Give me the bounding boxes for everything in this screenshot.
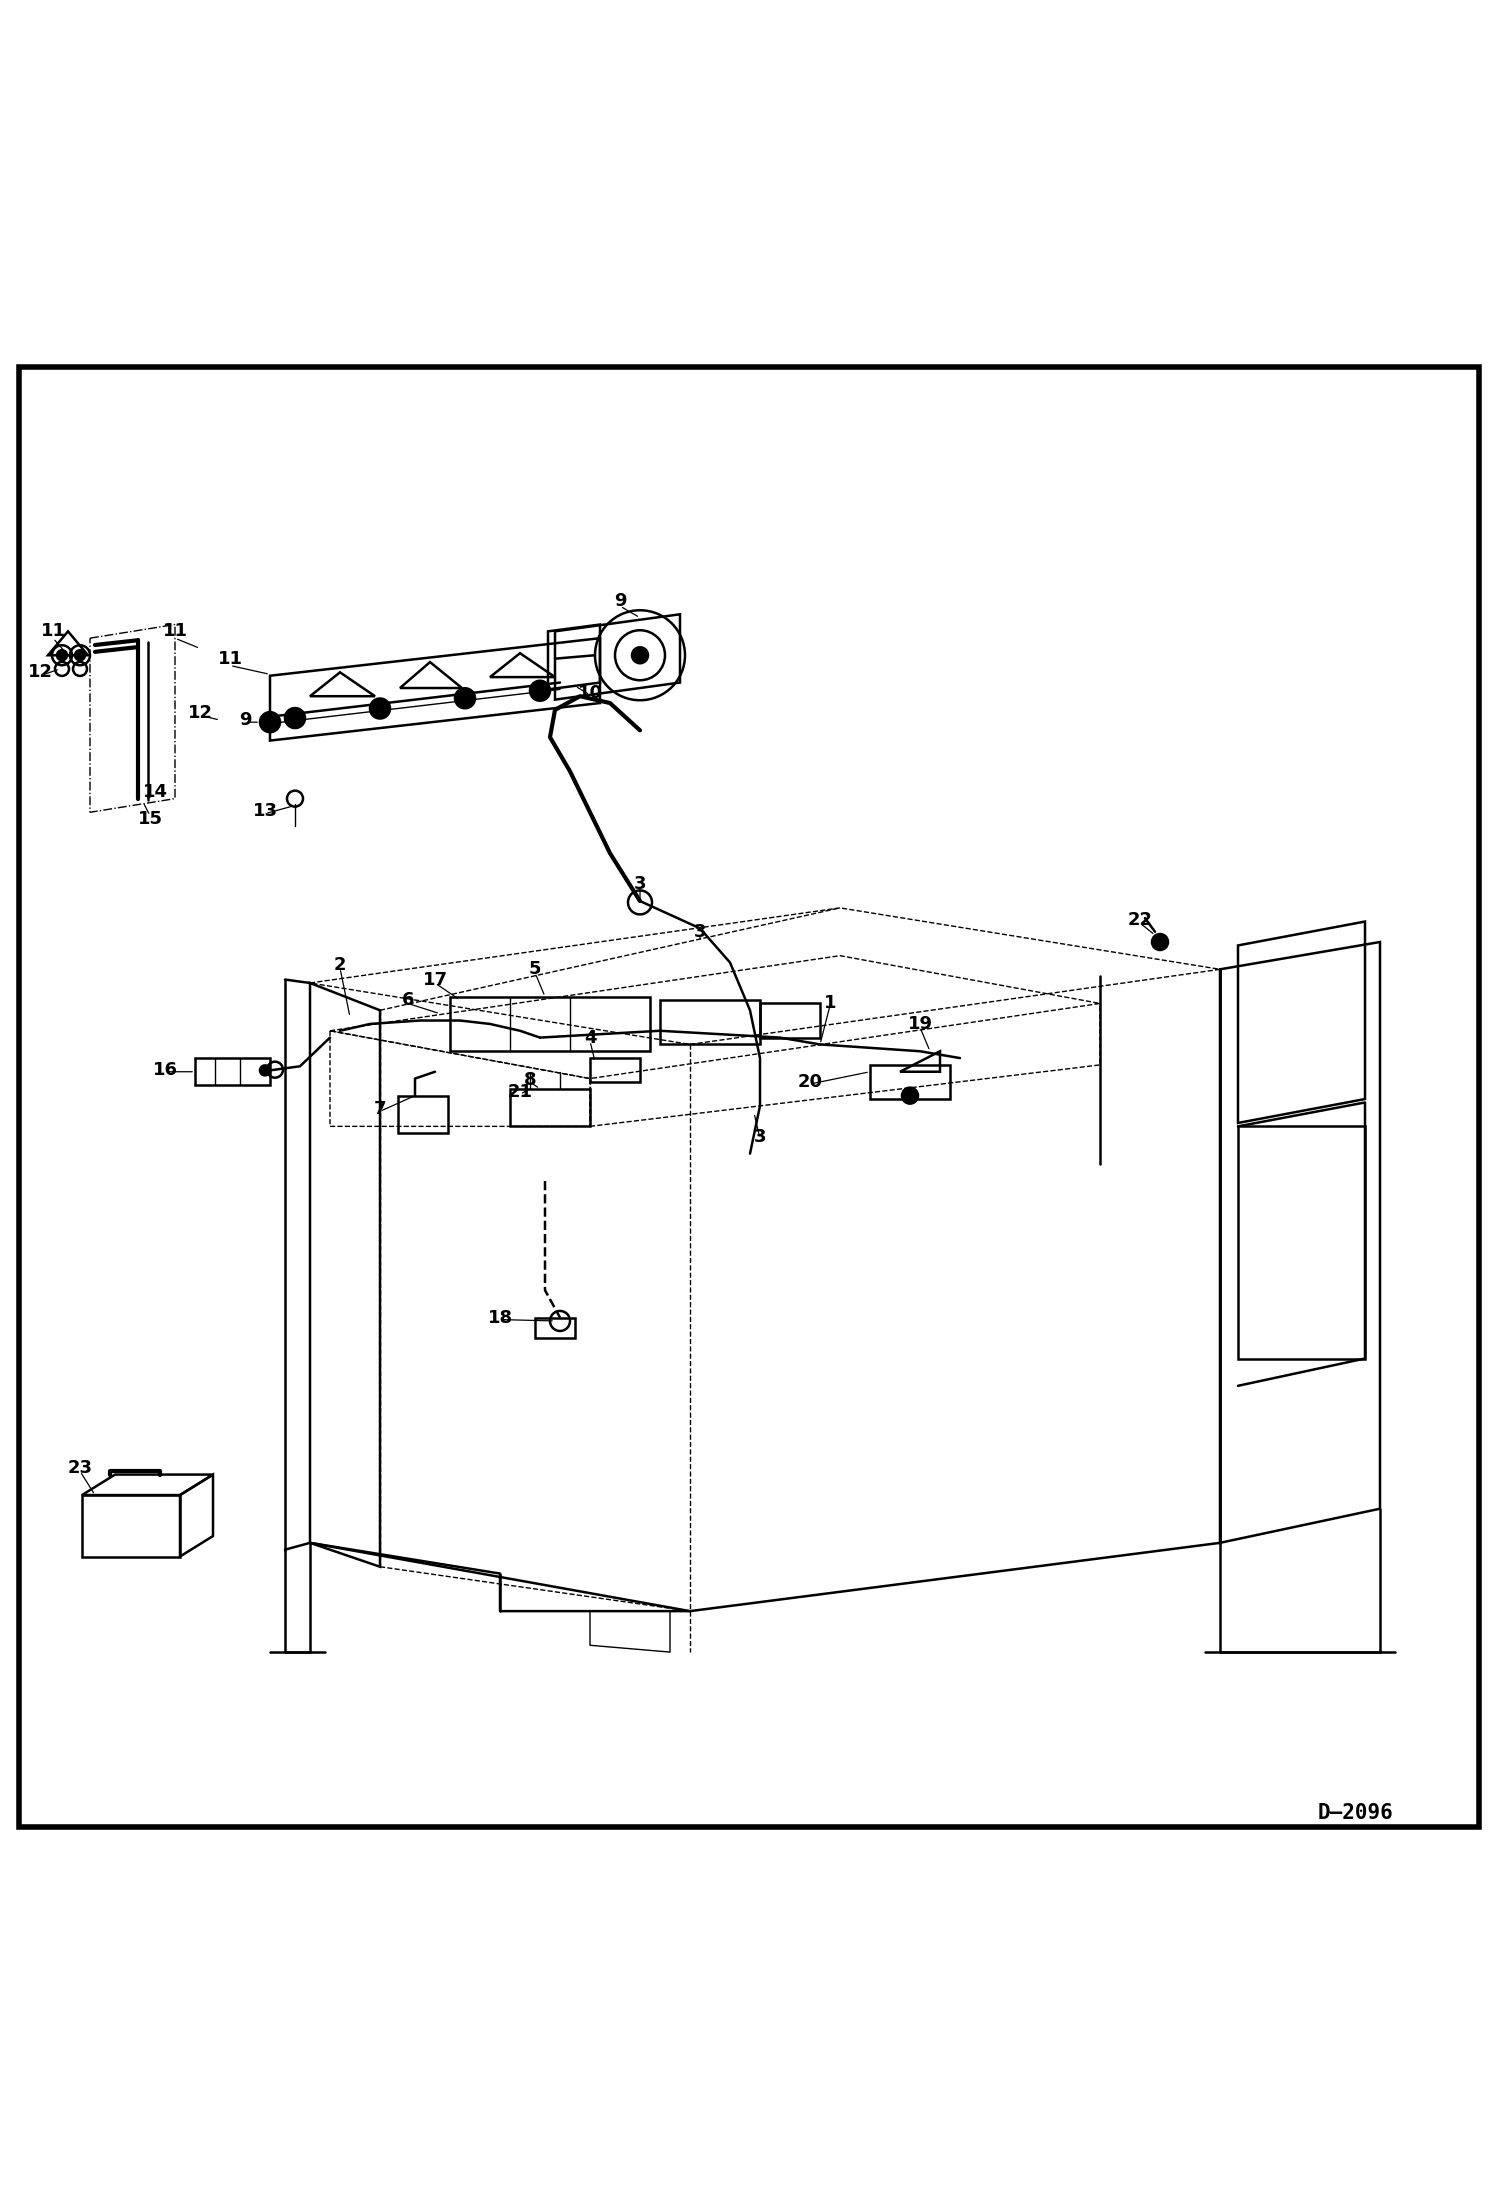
Text: 12: 12 xyxy=(187,704,213,722)
Text: 7: 7 xyxy=(373,1099,386,1119)
Circle shape xyxy=(370,698,389,717)
Text: D–2096: D–2096 xyxy=(1318,1803,1393,1823)
Circle shape xyxy=(632,647,649,663)
Circle shape xyxy=(1152,935,1168,950)
Text: 5: 5 xyxy=(529,961,541,979)
Text: 11: 11 xyxy=(217,649,243,667)
Text: 15: 15 xyxy=(138,810,162,827)
Text: 22: 22 xyxy=(1128,911,1152,930)
Text: 18: 18 xyxy=(487,1308,512,1327)
Circle shape xyxy=(285,709,306,728)
Text: 12: 12 xyxy=(27,663,52,682)
Text: 6: 6 xyxy=(401,992,415,1009)
Circle shape xyxy=(57,649,67,660)
Circle shape xyxy=(455,689,475,709)
Circle shape xyxy=(530,680,550,700)
Text: 19: 19 xyxy=(908,1016,932,1033)
Text: 3: 3 xyxy=(753,1128,767,1145)
Text: 3: 3 xyxy=(694,924,706,941)
Text: 2: 2 xyxy=(334,957,346,974)
Text: 16: 16 xyxy=(153,1062,177,1079)
Text: 11: 11 xyxy=(162,623,187,641)
Circle shape xyxy=(75,649,85,660)
Text: 9: 9 xyxy=(238,711,252,728)
Circle shape xyxy=(261,713,280,733)
Text: 4: 4 xyxy=(584,1029,596,1047)
Text: 3: 3 xyxy=(634,875,646,893)
Circle shape xyxy=(902,1088,918,1104)
Text: 8: 8 xyxy=(524,1071,536,1088)
Text: 23: 23 xyxy=(67,1459,93,1477)
Text: 20: 20 xyxy=(797,1073,822,1090)
Text: 21: 21 xyxy=(508,1084,532,1101)
Text: 14: 14 xyxy=(142,783,168,801)
Text: 9: 9 xyxy=(614,592,626,610)
Circle shape xyxy=(261,1066,270,1075)
Text: 17: 17 xyxy=(422,970,448,989)
Text: 11: 11 xyxy=(40,623,66,641)
Text: 13: 13 xyxy=(253,803,277,821)
Text: 10: 10 xyxy=(578,685,602,702)
Text: 1: 1 xyxy=(824,994,836,1011)
